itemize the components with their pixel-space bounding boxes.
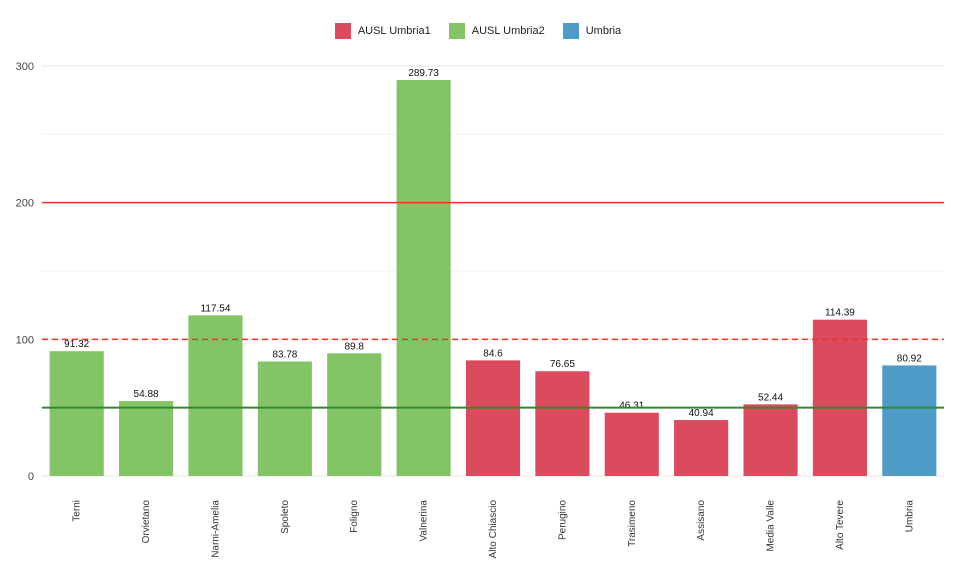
legend-item: AUSL Umbria2 (448, 23, 545, 39)
x-tick-label: Narni-Amelia (210, 500, 221, 558)
data-label: 83.78 (272, 350, 297, 361)
legend-label: AUSL Umbria2 (471, 25, 545, 37)
bar (812, 319, 867, 476)
bar (882, 365, 937, 476)
x-tick-label: Umbria (904, 500, 915, 533)
x-tick-label: Valnerina (419, 500, 430, 542)
legend-swatch (334, 23, 351, 39)
bar (257, 361, 312, 476)
bar (743, 404, 798, 476)
x-tick-label: Media Valle (766, 500, 777, 552)
data-label: 52.44 (758, 392, 783, 403)
bar (535, 371, 590, 476)
y-tick-label: 200 (16, 198, 34, 210)
x-tick-label: Assisano (696, 500, 707, 541)
bar (604, 412, 659, 476)
x-tick-label: Orvietano (141, 500, 152, 544)
data-label: 91.32 (64, 339, 89, 350)
data-label: 114.39 (825, 308, 855, 319)
data-label: 84.6 (483, 348, 503, 359)
data-label: 80.92 (897, 353, 922, 364)
legend-swatch (562, 23, 579, 39)
x-tick-label: Perugino (557, 500, 568, 540)
legend-label: Umbria (585, 25, 622, 37)
bar (327, 353, 382, 476)
y-tick-label: 300 (16, 61, 34, 73)
legend-label: AUSL Umbria1 (357, 25, 431, 37)
bar (396, 80, 451, 476)
legend-swatch (448, 23, 465, 39)
y-tick-label: 0 (28, 471, 34, 483)
data-label: 89.8 (344, 341, 364, 352)
bar (674, 420, 729, 476)
legend-item: AUSL Umbria1 (334, 23, 431, 39)
x-tick-label: Alto Tevere (835, 500, 846, 550)
chart-legend: AUSL Umbria1 AUSL Umbria2 Umbria (0, 22, 956, 40)
bar (465, 360, 521, 476)
x-tick-label: Spoleto (280, 500, 291, 534)
data-label: 54.88 (134, 389, 159, 400)
data-label: 117.54 (201, 303, 231, 314)
data-label: 76.65 (550, 359, 575, 370)
bar (49, 351, 104, 476)
data-label: 40.94 (689, 408, 714, 419)
y-tick-label: 100 (16, 334, 34, 346)
data-label: 46.31 (619, 401, 644, 412)
x-tick-label: Trasimeno (627, 500, 638, 547)
x-tick-label: Terni (72, 500, 83, 522)
data-label: 289.73 (408, 68, 439, 79)
x-tick-label: Alto Chiascio (488, 500, 499, 559)
bar (119, 400, 174, 476)
x-tick-label: Foligno (349, 500, 360, 533)
legend-item: Umbria (562, 23, 622, 39)
bar (188, 315, 243, 476)
